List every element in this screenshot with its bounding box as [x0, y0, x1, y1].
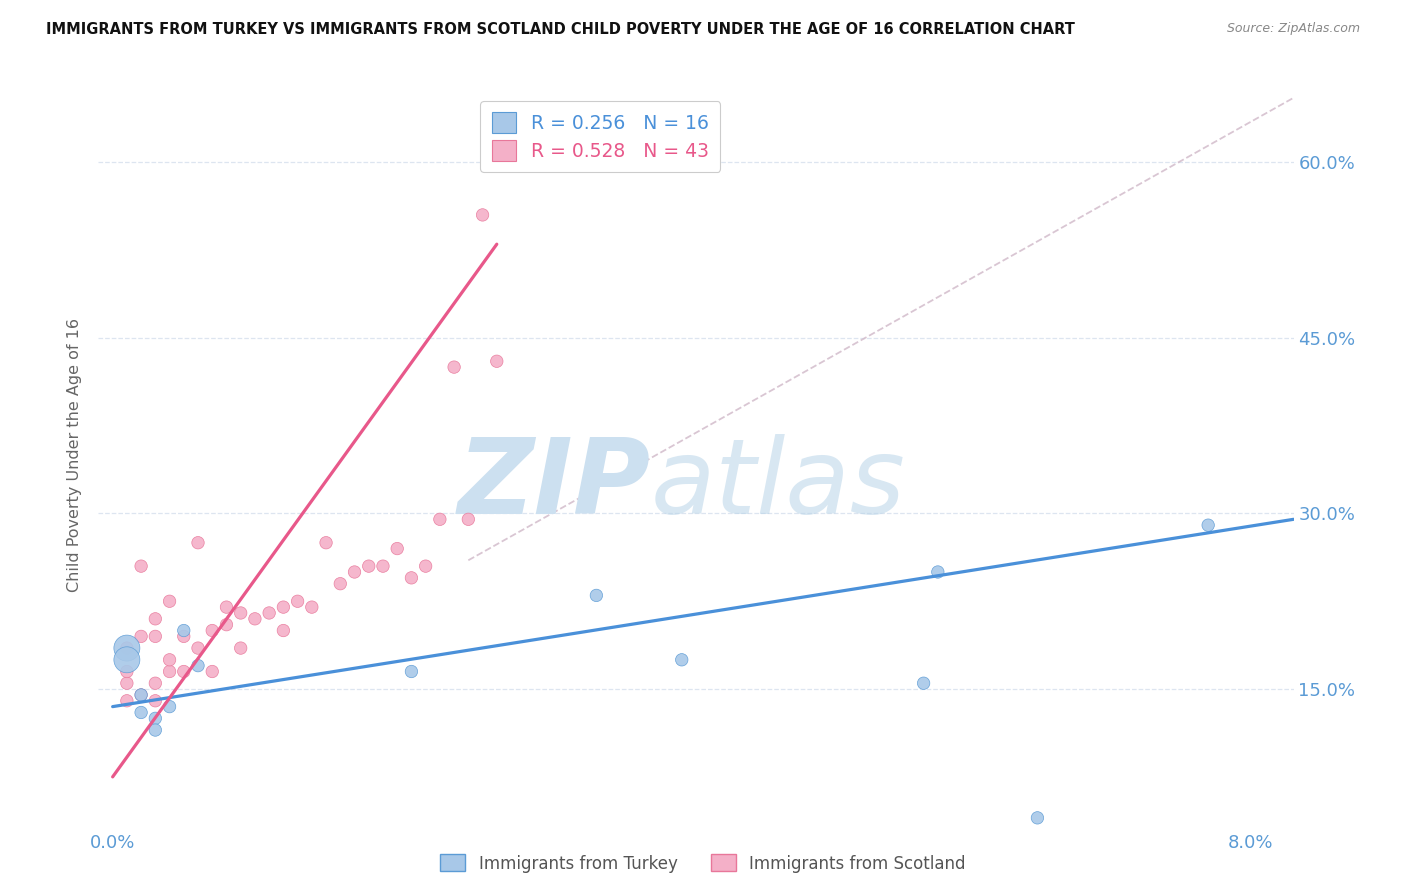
Point	[159, 594, 181, 608]
Point	[457, 512, 479, 526]
Point	[143, 629, 166, 643]
Point	[159, 699, 181, 714]
Point	[129, 688, 152, 702]
Point	[115, 665, 138, 679]
Point	[201, 624, 224, 638]
Point	[159, 653, 181, 667]
Point	[415, 559, 437, 574]
Point	[429, 512, 451, 526]
Text: atlas: atlas	[651, 434, 905, 536]
Point	[301, 600, 323, 615]
Point	[1197, 518, 1219, 533]
Point	[173, 624, 195, 638]
Point	[115, 641, 138, 656]
Point	[129, 559, 152, 574]
Point	[115, 676, 138, 690]
Point	[912, 676, 935, 690]
Point	[159, 665, 181, 679]
Point	[215, 600, 238, 615]
Point	[401, 571, 423, 585]
Point	[315, 535, 337, 549]
Point	[287, 594, 309, 608]
Point	[471, 208, 494, 222]
Text: IMMIGRANTS FROM TURKEY VS IMMIGRANTS FROM SCOTLAND CHILD POVERTY UNDER THE AGE O: IMMIGRANTS FROM TURKEY VS IMMIGRANTS FRO…	[46, 22, 1076, 37]
Point	[201, 665, 224, 679]
Point	[243, 612, 266, 626]
Point	[1026, 811, 1049, 825]
Point	[187, 641, 209, 656]
Text: ZIP: ZIP	[457, 434, 651, 536]
Point	[485, 354, 508, 368]
Point	[129, 688, 152, 702]
Point	[115, 641, 138, 656]
Point	[115, 653, 138, 667]
Point	[229, 606, 252, 620]
Point	[343, 565, 366, 579]
Point	[273, 624, 295, 638]
Point	[671, 653, 693, 667]
Point	[215, 617, 238, 632]
Point	[443, 360, 465, 375]
Point	[371, 559, 394, 574]
Point	[385, 541, 409, 556]
Point	[129, 629, 152, 643]
Point	[143, 723, 166, 737]
Point	[143, 612, 166, 626]
Point	[115, 694, 138, 708]
Legend: R = 0.256   N = 16, R = 0.528   N = 43: R = 0.256 N = 16, R = 0.528 N = 43	[481, 101, 720, 172]
Point	[329, 576, 352, 591]
Point	[173, 629, 195, 643]
Y-axis label: Child Poverty Under the Age of 16: Child Poverty Under the Age of 16	[67, 318, 83, 592]
Point	[257, 606, 280, 620]
Point	[585, 589, 607, 603]
Point	[229, 641, 252, 656]
Point	[173, 665, 195, 679]
Point	[357, 559, 380, 574]
Point	[143, 711, 166, 725]
Point	[187, 658, 209, 673]
Legend: Immigrants from Turkey, Immigrants from Scotland: Immigrants from Turkey, Immigrants from …	[433, 847, 973, 880]
Point	[129, 706, 152, 720]
Point	[143, 694, 166, 708]
Point	[187, 535, 209, 549]
Text: Source: ZipAtlas.com: Source: ZipAtlas.com	[1226, 22, 1360, 36]
Point	[143, 676, 166, 690]
Point	[273, 600, 295, 615]
Point	[927, 565, 949, 579]
Point	[401, 665, 423, 679]
